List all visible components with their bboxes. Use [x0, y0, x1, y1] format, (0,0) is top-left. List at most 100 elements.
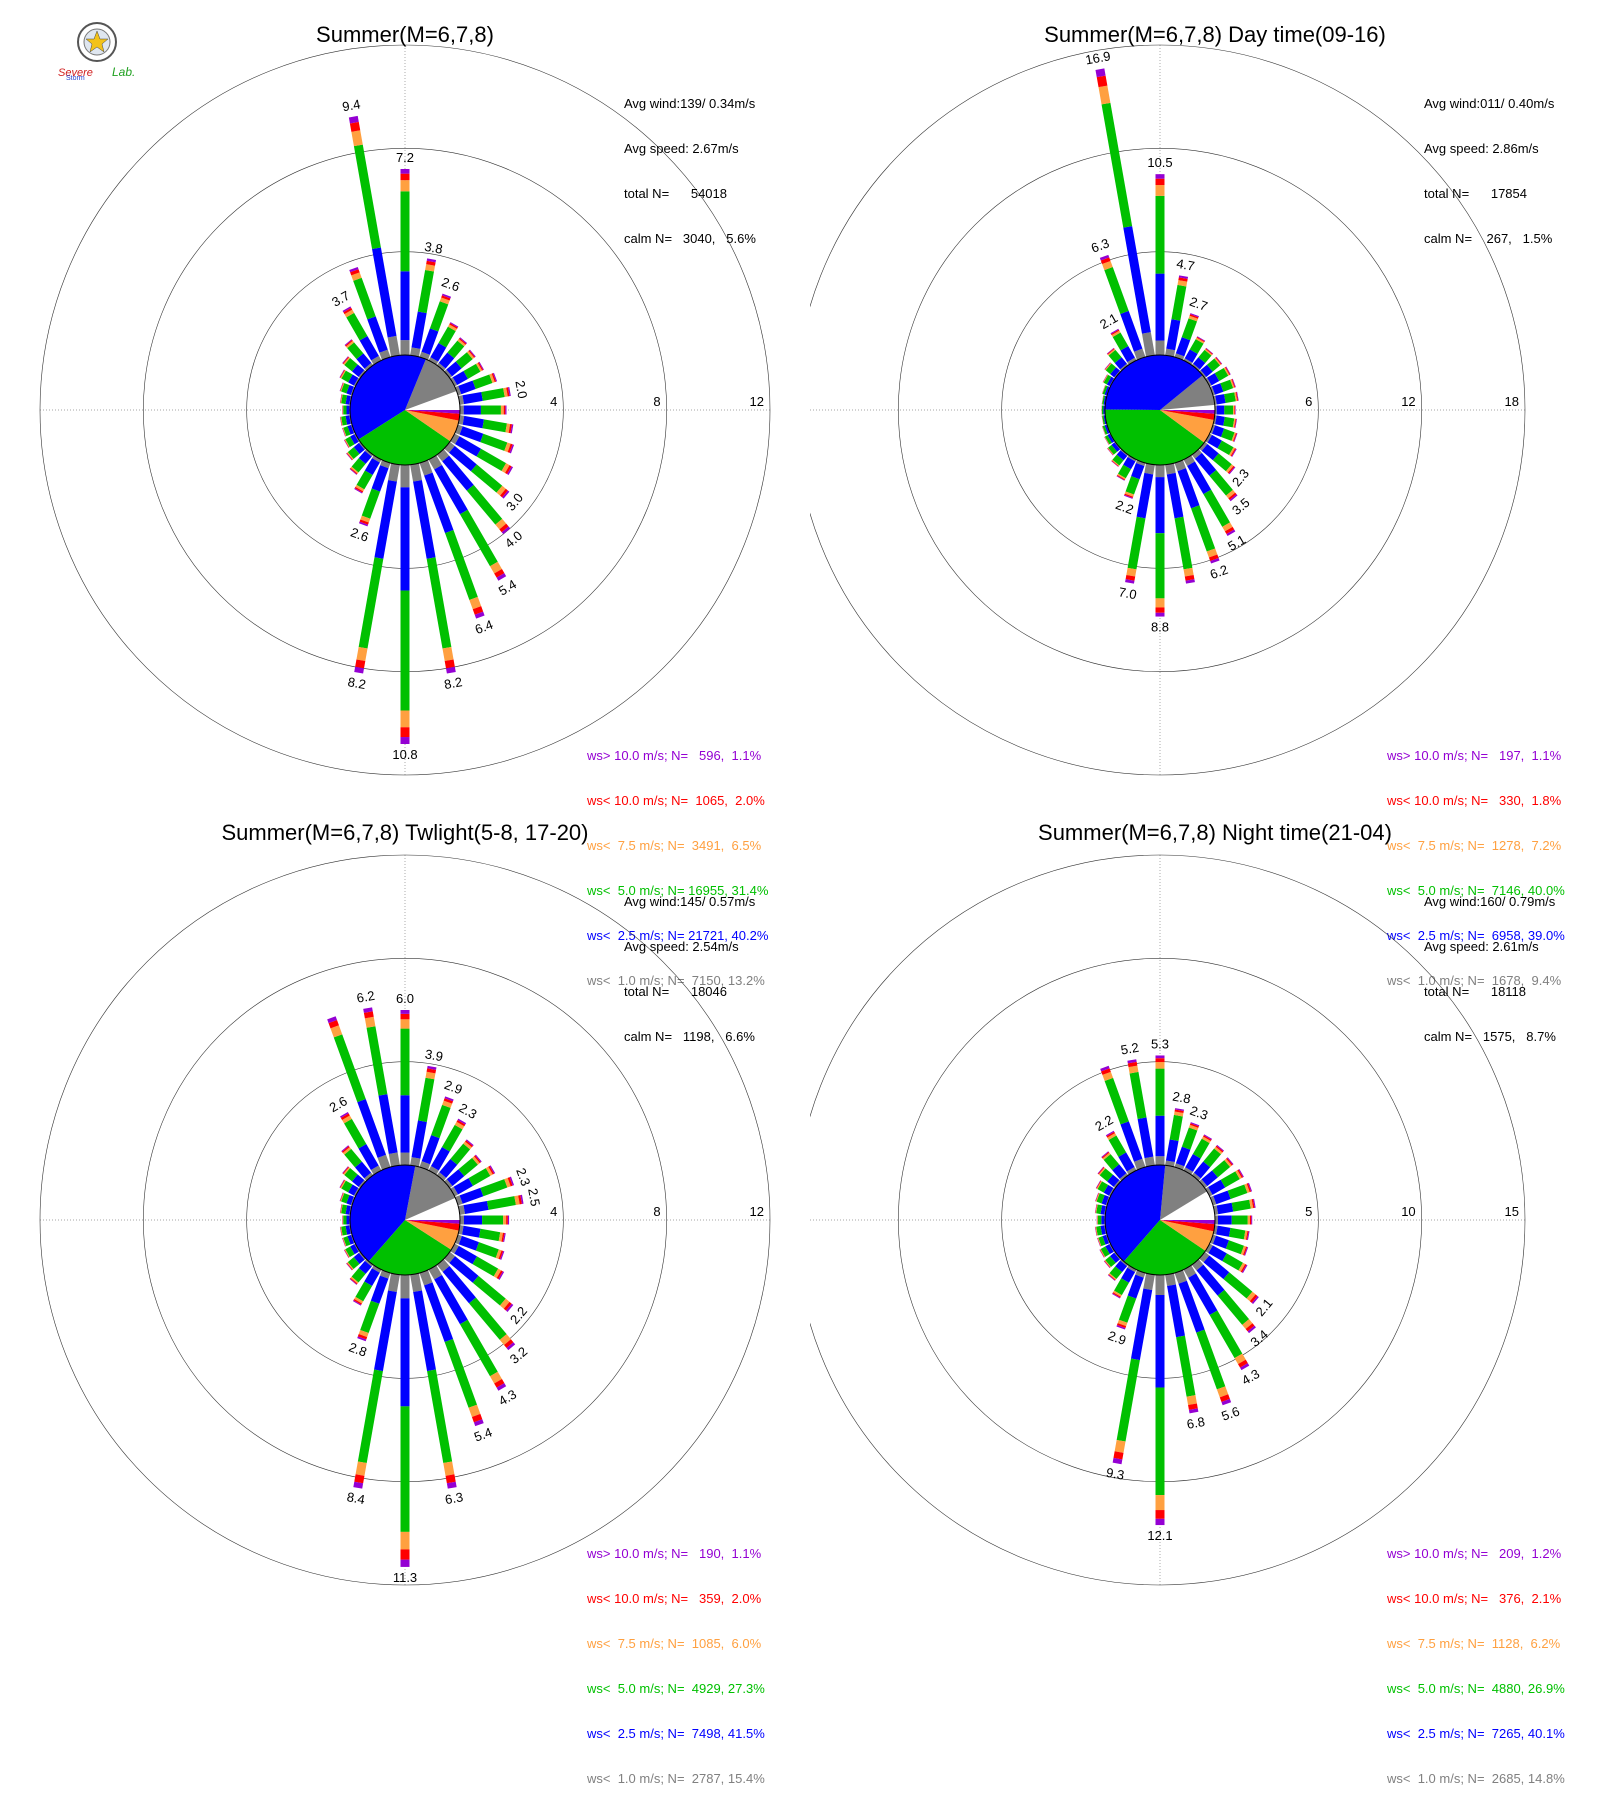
wind-bar-segment: [1156, 533, 1165, 598]
bar-value-label: 8.2: [443, 674, 463, 692]
stat-calm-n: calm N= 3040, 5.6%: [624, 231, 756, 246]
wind-bar-dir-270: [1097, 1216, 1105, 1225]
wind-bar-segment: [1156, 1388, 1165, 1496]
stat-calm-n: calm N= 267, 1.5%: [1424, 231, 1554, 246]
wind-bar-segment: [401, 1019, 410, 1028]
wind-bar-dir-0: [1156, 1055, 1165, 1165]
wind-bar-segment: [418, 270, 434, 313]
wind-bar-segment: [359, 557, 384, 648]
bar-value-label: 7.0: [1117, 584, 1137, 602]
wind-bar-segment: [481, 388, 504, 401]
wind-bar-segment: [1229, 1228, 1245, 1239]
wind-bar-segment: [1156, 613, 1165, 617]
wind-bar-segment: [503, 1216, 506, 1225]
wind-bar-segment: [362, 489, 380, 519]
stats-block: Avg wind:145/ 0.57m/s Avg speed: 2.54m/s…: [624, 864, 755, 1074]
wind-bar-segment: [401, 487, 410, 590]
wind-bar-dir-280: [340, 1204, 352, 1215]
bar-value-label: 5.3: [1151, 1036, 1169, 1051]
bar-value-label: 9.3: [1105, 1465, 1125, 1483]
wind-bar-segment: [1156, 1055, 1165, 1058]
stats-block: Avg wind:011/ 0.40m/s Avg speed: 2.86m/s…: [1424, 66, 1554, 276]
legend: ws> 10.0 m/s; N= 190, 1.1% ws< 10.0 m/s;…: [587, 1516, 765, 1816]
wind-bar-segment: [1119, 1295, 1136, 1322]
wind-bar-segment: [1097, 76, 1108, 88]
bar-value-label: 2.3: [1188, 1103, 1210, 1123]
legend: ws> 10.0 m/s; N= 209, 1.2% ws< 10.0 m/s;…: [1387, 1516, 1565, 1816]
wind-bar-segment: [1143, 1273, 1155, 1290]
bar-value-label: 6.2: [355, 988, 375, 1006]
wind-bar-segment: [1224, 392, 1236, 403]
wind-bar-segment: [1182, 1127, 1197, 1149]
wind-bar-segment: [346, 313, 367, 341]
stat-avg-wind: Avg wind:011/ 0.40m/s: [1424, 96, 1554, 111]
wind-bar-segment: [1126, 568, 1136, 577]
bar-value-label: 8.2: [347, 674, 367, 692]
wind-bar-segment: [1248, 1216, 1250, 1225]
wind-bar-segment: [1217, 406, 1225, 415]
wind-bar-segment: [401, 1029, 410, 1096]
wind-bar-segment: [463, 416, 484, 428]
wind-bar-segment: [1101, 1216, 1104, 1225]
wind-bar-segment: [350, 122, 360, 132]
bar-value-label: 6.2: [1208, 562, 1230, 582]
bar-value-label: 2.6: [440, 274, 462, 294]
wind-bar-dir-180: [401, 1275, 410, 1567]
wind-bar-segment: [443, 1461, 454, 1475]
wind-bar-segment: [473, 1256, 499, 1276]
wind-bar-dir-90: [1215, 406, 1236, 415]
wind-bar-segment: [1156, 1495, 1165, 1510]
bar-value-label: 2.6: [327, 1093, 350, 1115]
wind-bar-dir-180: [401, 465, 410, 744]
stat-avg-wind: Avg wind:145/ 0.57m/s: [624, 894, 755, 909]
wind-bar-dir-0: [1156, 174, 1165, 355]
stat-avg-speed: Avg speed: 2.86m/s: [1424, 141, 1554, 156]
wind-bar-segment: [1156, 1156, 1165, 1165]
wind-bar-segment: [1156, 179, 1165, 185]
wind-bar-segment: [401, 191, 410, 271]
bar-value-label: 8.4: [346, 1489, 366, 1507]
wind-bar-segment: [389, 1152, 400, 1166]
bar-value-label: 5.6: [1219, 1403, 1241, 1423]
wind-bar-segment: [401, 1560, 410, 1567]
wind-bar-segment: [1156, 607, 1165, 612]
ring-label: 18: [1505, 394, 1519, 409]
wind-bar-segment: [343, 1216, 346, 1225]
wind-bar-segment: [1098, 1216, 1102, 1225]
wind-bar-segment: [1156, 1275, 1165, 1295]
wind-bar-segment: [1156, 465, 1165, 477]
wind-bar-segment: [1156, 1116, 1165, 1157]
wind-bar-segment: [401, 737, 410, 744]
wind-bar-segment: [353, 278, 376, 320]
wind-bar-segment: [401, 1095, 410, 1152]
wind-bar-segment: [1182, 318, 1197, 340]
wind-bar-segment: [464, 406, 481, 415]
wind-bar-segment: [463, 1201, 488, 1214]
chart-title: Summer(M=6,7,8) Day time(09-16): [810, 22, 1620, 48]
wind-bar-segment: [427, 557, 452, 648]
wind-bar-segment: [334, 1034, 366, 1102]
wind-bar-dir-180: [1156, 465, 1165, 617]
bar-value-label: 3.9: [424, 1046, 444, 1064]
stat-avg-wind: Avg wind:139/ 0.34m/s: [624, 96, 756, 111]
bar-value-label: 11.3: [393, 1570, 417, 1585]
bar-value-label: 6.3: [444, 1489, 464, 1507]
wind-bar-segment: [354, 1474, 364, 1483]
wind-bar-segment: [480, 1179, 507, 1196]
legend-item-gt10: ws> 10.0 m/s; N= 209, 1.2%: [1387, 1546, 1565, 1561]
wind-bar-segment: [445, 659, 455, 668]
wind-bar-segment: [1175, 517, 1193, 570]
wind-bar-segment: [480, 434, 507, 451]
wind-bar-dir-90: [460, 1216, 509, 1225]
wind-bar-segment: [1117, 1359, 1140, 1442]
wind-bar-segment: [476, 1242, 499, 1258]
legend-item-lt10: ws< 10.0 m/s; N= 1065, 2.0%: [587, 793, 768, 808]
wind-bar-segment: [1156, 274, 1165, 341]
wind-bar-segment: [1166, 319, 1180, 350]
wind-bar-segment: [446, 1474, 456, 1483]
wind-bar-segment: [401, 180, 410, 191]
bar-value-label: 2.7: [1188, 294, 1210, 314]
bar-value-label: 6.4: [473, 617, 495, 637]
wind-bar-segment: [412, 1120, 427, 1158]
